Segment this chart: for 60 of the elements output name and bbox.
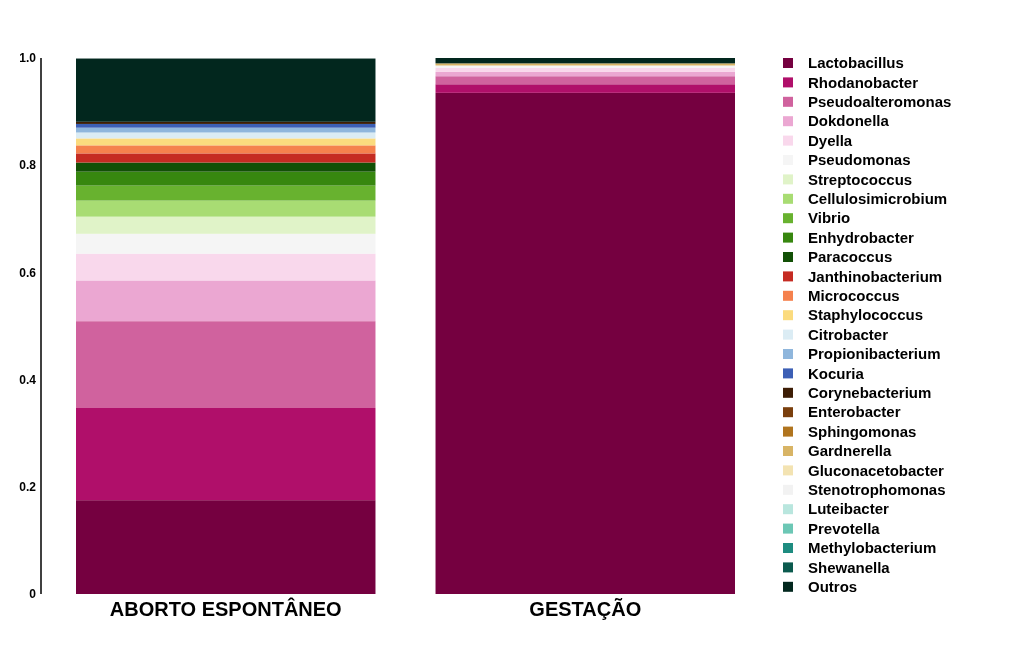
bar xyxy=(435,58,735,64)
bar xyxy=(76,162,376,172)
bar xyxy=(76,127,376,133)
bar xyxy=(435,76,735,85)
legend-label: Sphingomonas xyxy=(808,422,917,440)
legend-label: Outros xyxy=(808,578,858,596)
legend-label: Stenotrophomonas xyxy=(808,481,946,499)
legend-label: Gardnerella xyxy=(808,442,893,460)
legend-label: Vibrio xyxy=(808,209,851,227)
legend-label: Pseudoalteromonas xyxy=(808,93,952,111)
bar xyxy=(76,171,376,186)
bar xyxy=(76,280,376,322)
legend-label: Enhydrobacter xyxy=(808,228,915,246)
legend-label: Staphylococcus xyxy=(808,306,924,324)
y-tick-label: 0 xyxy=(29,587,37,602)
legend-label: Pseudomonas xyxy=(808,151,911,169)
bar xyxy=(76,408,376,501)
y-tick-label: 0.2 xyxy=(19,480,37,494)
bar xyxy=(76,121,376,124)
x-tick-label: GESTAÇÃO xyxy=(529,598,642,620)
legend-label: Enterobacter xyxy=(808,403,901,421)
bar xyxy=(76,216,376,234)
legend-label: Methylobacterium xyxy=(808,539,937,557)
bar xyxy=(76,500,376,594)
bar xyxy=(76,200,376,217)
bar xyxy=(76,145,376,154)
legend-label: Luteibacter xyxy=(808,500,890,518)
bar xyxy=(76,253,376,281)
legend-label: Dokdonella xyxy=(808,112,890,130)
y-tick-label: 0.8 xyxy=(19,158,37,173)
bar xyxy=(76,153,376,163)
legend-label: Gluconacetobacter xyxy=(808,461,945,479)
legend-label: Shewanella xyxy=(808,558,891,576)
legend-label: Propionibacterium xyxy=(808,345,941,363)
bar xyxy=(435,71,735,77)
legend-label: Prevotella xyxy=(808,519,881,537)
legend-label: Streptococcus xyxy=(808,170,913,188)
bar xyxy=(435,92,735,594)
legend-label: Kocuria xyxy=(808,364,865,382)
bar xyxy=(76,123,376,128)
legend-label: Rhodanobacter xyxy=(808,73,919,91)
legend-label: Corynebacterium xyxy=(808,384,932,402)
y-tick-label: 0.6 xyxy=(19,265,37,280)
y-tick-label: 1.0 xyxy=(19,51,37,66)
bar xyxy=(76,233,376,254)
legend-label: Micrococcus xyxy=(808,287,900,305)
legend-label: Janthinobacterium xyxy=(808,267,943,285)
legend-label: Lactobacillus xyxy=(808,54,904,72)
legend-label: Paracoccus xyxy=(808,248,893,266)
legend-label: Cellulosimicrobium xyxy=(808,190,948,208)
bar xyxy=(76,185,376,201)
x-tick-label: ABORTO ESPONTÂNEO xyxy=(109,597,342,620)
bar xyxy=(435,67,735,72)
legend-label: Citrobacter xyxy=(808,325,889,343)
bar xyxy=(435,84,735,93)
bar xyxy=(76,321,376,409)
bar xyxy=(76,58,376,122)
bar xyxy=(76,138,376,146)
legend-label: Dyella xyxy=(808,131,853,149)
y-tick-label: 0.4 xyxy=(19,372,37,387)
